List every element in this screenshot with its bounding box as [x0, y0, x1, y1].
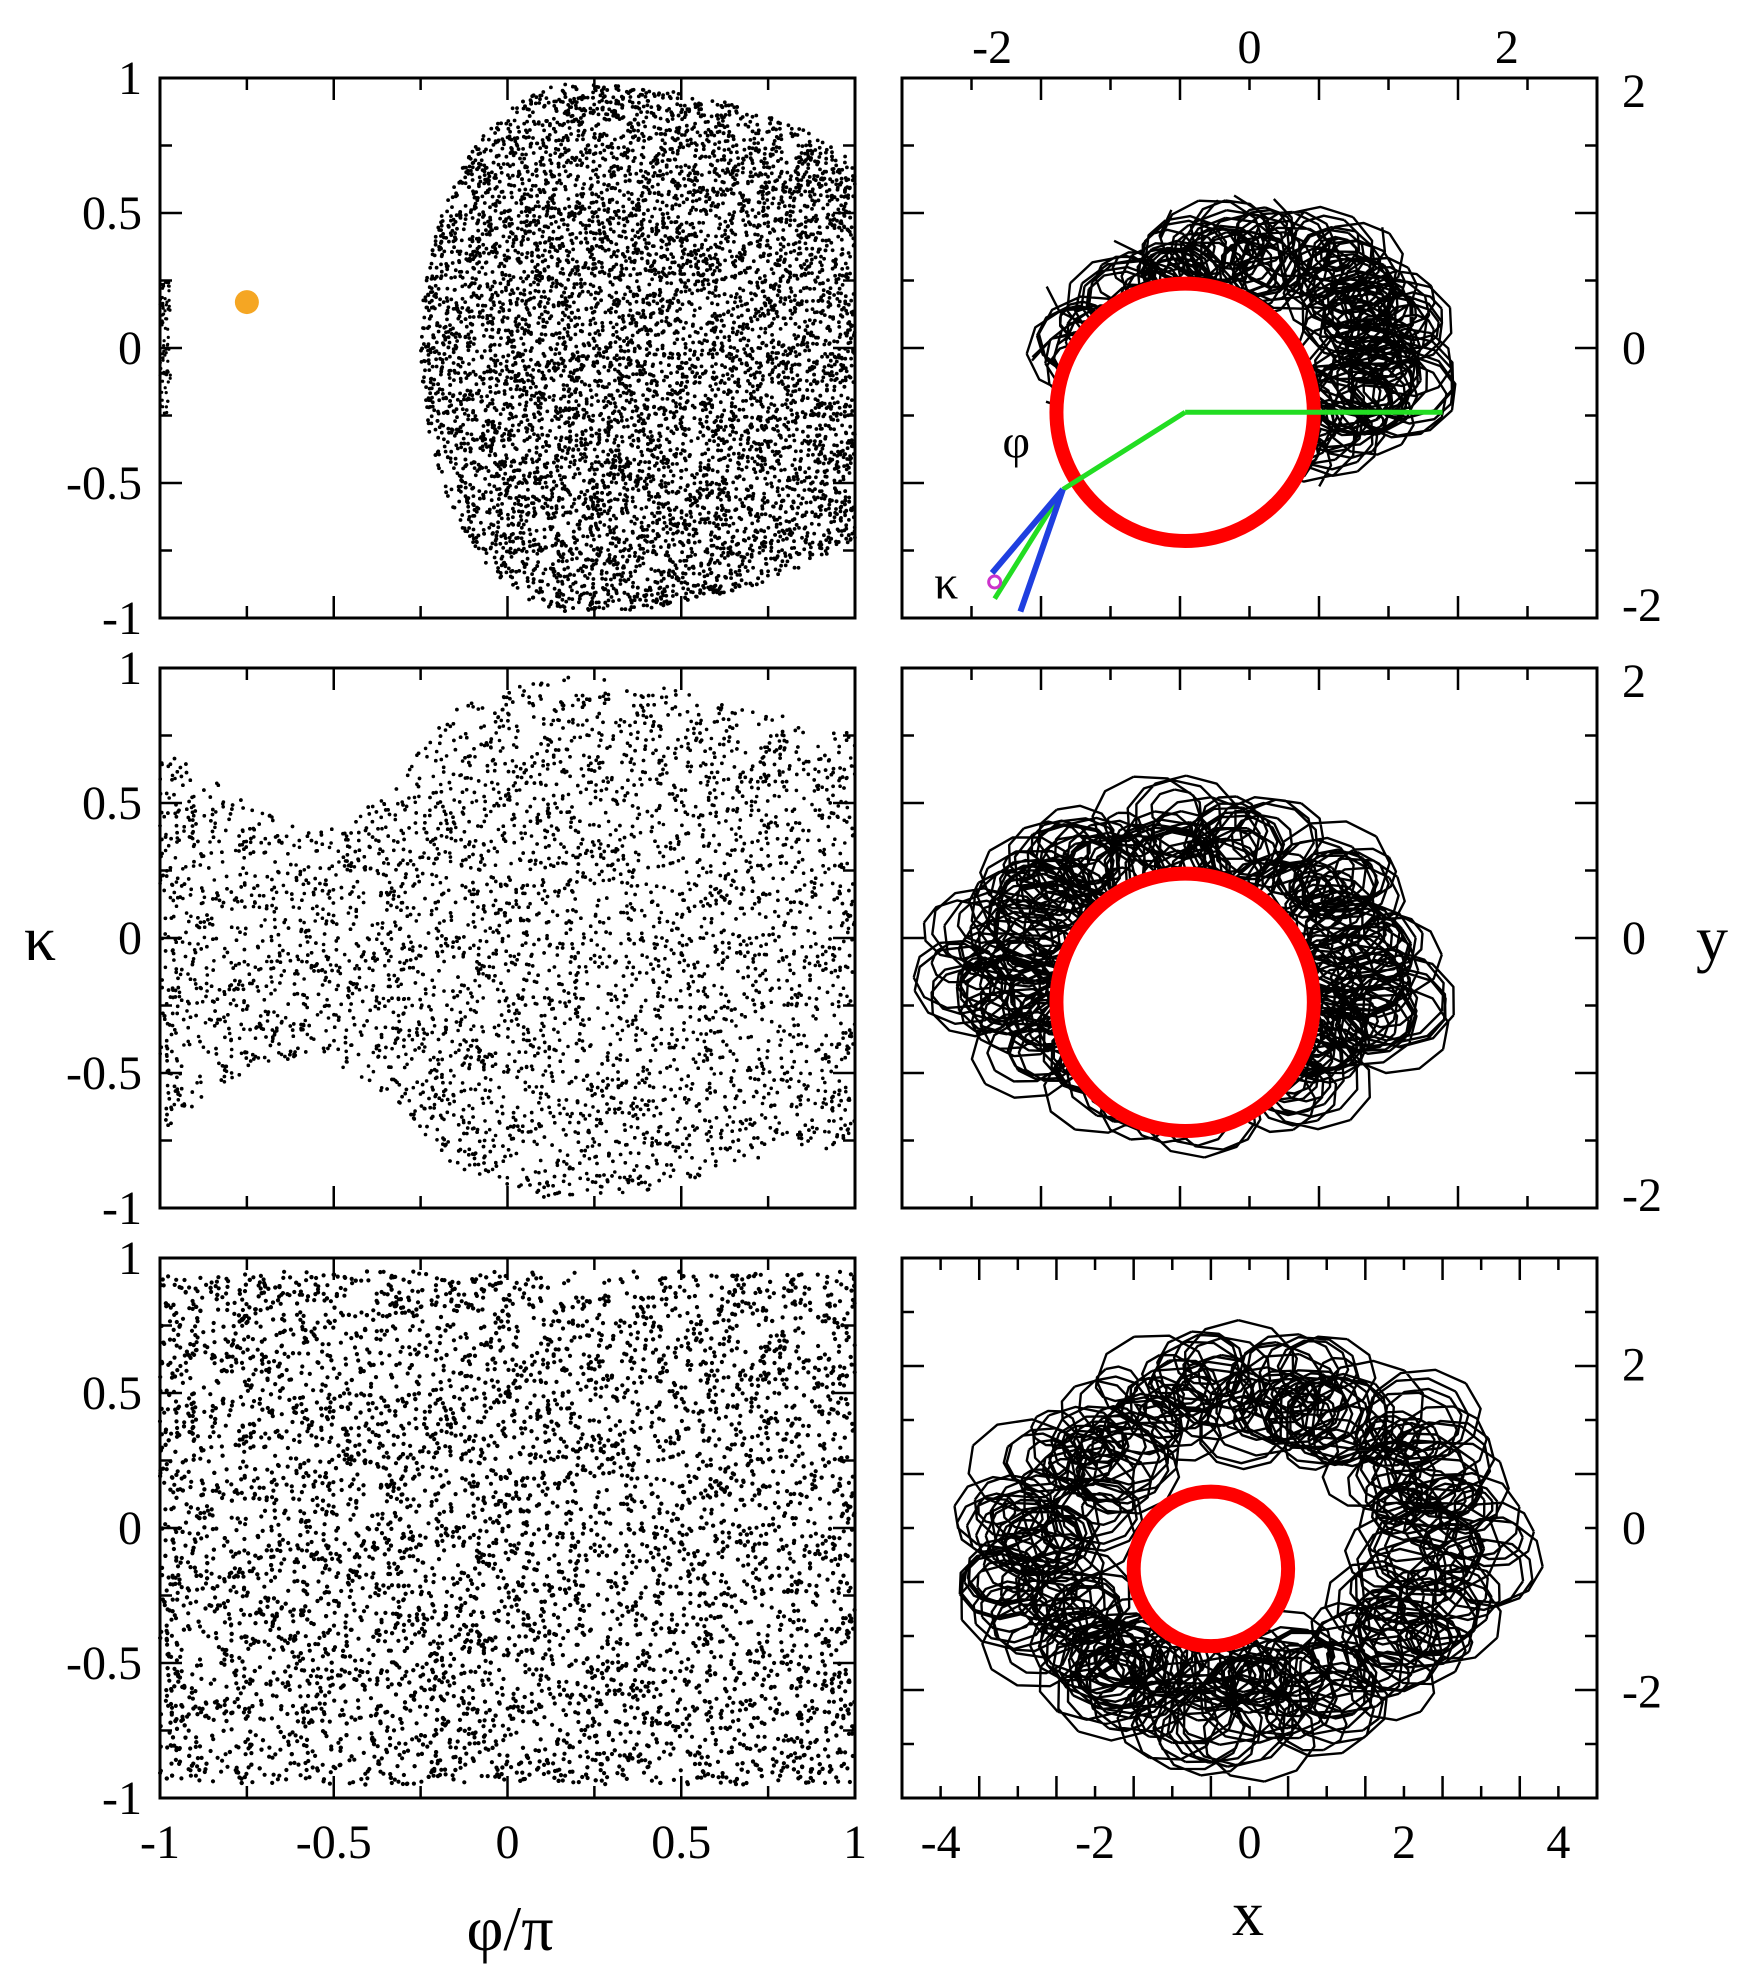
xtick-label-top-0: -2 — [972, 21, 1012, 74]
obstacle-circle-bottom — [1126, 1484, 1296, 1654]
trajectory-bottom-right — [953, 1319, 1544, 1783]
ytick-label-right-5-0: -2 — [1622, 1666, 1662, 1719]
obstacle-circle-middle — [1049, 866, 1321, 1138]
xtick-label-left-2-2: 0 — [496, 1816, 520, 1869]
ytick-label-left-1-1: -0.5 — [66, 1047, 142, 1100]
ytick-label-right-3-2: 2 — [1622, 65, 1646, 118]
kappa-annotation: κ — [934, 557, 958, 610]
panel-bottom-right-frame — [900, 1256, 1599, 1800]
xtick-label-right-4: 4 — [1546, 1816, 1570, 1869]
xtick-label-left-2-1: -0.5 — [296, 1816, 372, 1869]
ytick-label-left-0-4: 1 — [118, 52, 142, 105]
ytick-label-left-2-3: 0.5 — [82, 1367, 142, 1420]
xtick-label-right-2: 0 — [1238, 1816, 1262, 1869]
ytick-label-left-0-1: -0.5 — [66, 457, 142, 510]
scatter-points-middle-left — [158, 675, 857, 1199]
right-x-axis-label: x — [1232, 1878, 1264, 1949]
xtick-label-left-2-3: 0.5 — [651, 1816, 711, 1869]
panel-top-right-frame — [900, 76, 1599, 620]
xtick-label-top-2: 2 — [1495, 21, 1519, 74]
ytick-label-right-4-0: -2 — [1622, 1169, 1662, 1222]
scatter-points-top-left — [158, 82, 857, 613]
xtick-label-right-1: -2 — [1075, 1816, 1115, 1869]
left-y-axis-label: κ — [24, 903, 56, 974]
kappa-marker — [987, 574, 1003, 590]
xtick-label-left-2-0: -1 — [140, 1816, 180, 1869]
left-x-axis-label: φ/π — [466, 1893, 553, 1964]
ytick-label-left-1-3: 0.5 — [82, 777, 142, 830]
ytick-label-left-2-2: 0 — [118, 1502, 142, 1555]
right-y-axis-label: y — [1696, 903, 1728, 974]
xtick-label-right-3: 2 — [1392, 1816, 1416, 1869]
xtick-label-left-2-4: 1 — [843, 1816, 867, 1869]
ytick-label-right-5-1: 0 — [1622, 1502, 1646, 1555]
panel-middle-right-frame — [900, 666, 1599, 1210]
ytick-label-left-1-4: 1 — [118, 642, 142, 695]
highlight-point — [234, 290, 259, 315]
phi-annotation: φ — [1002, 415, 1030, 468]
ytick-label-right-4-1: 0 — [1622, 912, 1646, 965]
ytick-label-right-3-0: -2 — [1622, 579, 1662, 632]
construction-lines — [989, 409, 1443, 613]
ytick-label-right-3-1: 0 — [1622, 322, 1646, 375]
ytick-label-left-1-2: 0 — [118, 912, 142, 965]
ytick-label-right-4-2: 2 — [1622, 655, 1646, 708]
panel-bottom-left-frame — [158, 1256, 857, 1800]
ytick-label-left-2-4: 1 — [118, 1232, 142, 1285]
ytick-label-left-0-3: 0.5 — [82, 187, 142, 240]
ytick-label-left-1-0: -1 — [102, 1182, 142, 1235]
ytick-label-left-2-0: -1 — [102, 1772, 142, 1825]
ytick-label-left-0-2: 0 — [118, 322, 142, 375]
ytick-label-left-2-1: -0.5 — [66, 1637, 142, 1690]
ytick-label-right-5-2: 2 — [1622, 1338, 1646, 1391]
xtick-label-right-0: -4 — [921, 1816, 961, 1869]
ytick-label-left-0-0: -1 — [102, 592, 142, 645]
scatter-points-bottom-left — [157, 1269, 857, 1787]
xtick-label-top-1: 0 — [1238, 21, 1262, 74]
